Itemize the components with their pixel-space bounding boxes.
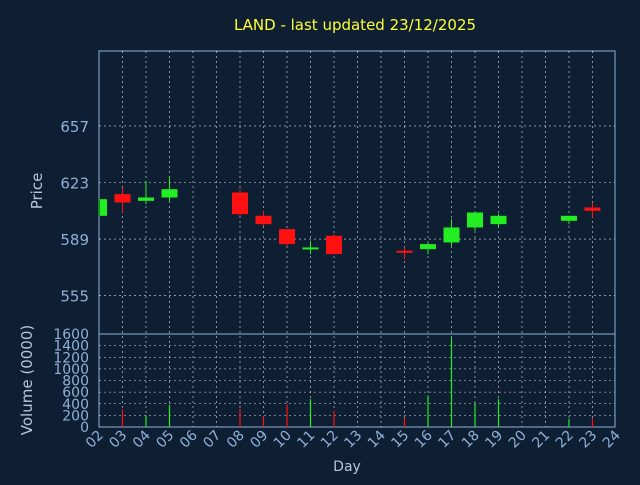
x-tick-label: 20 — [506, 428, 530, 452]
candles — [98, 175, 601, 260]
price-tick-label: 555 — [60, 288, 89, 306]
grid-lines — [99, 51, 615, 427]
price-axis-label: Price — [28, 173, 46, 210]
candle-body — [255, 215, 272, 225]
x-tick-label: 15 — [388, 428, 412, 452]
x-tick-label: 23 — [576, 428, 600, 452]
price-tick-label: 657 — [60, 118, 89, 136]
volume-tick-label: 1600 — [53, 327, 89, 343]
candle-16 — [420, 242, 436, 255]
candle-body — [302, 247, 319, 250]
x-tick-label: 08 — [224, 428, 248, 452]
x-tick-label: 14 — [365, 427, 389, 451]
candle-body — [561, 215, 577, 221]
x-tick-label: 19 — [482, 428, 506, 452]
candle-body — [114, 194, 131, 203]
x-tick-label: 12 — [318, 428, 342, 452]
candle-10 — [279, 229, 295, 246]
tick-labels: 6576235895550200400600800100012001400160… — [53, 118, 624, 452]
candle-body — [443, 227, 460, 243]
candle-11 — [302, 240, 319, 255]
candle-17 — [443, 219, 460, 246]
candle-22 — [561, 215, 577, 225]
candle-body — [100, 199, 107, 216]
candle-19 — [490, 214, 507, 228]
candle-body — [420, 244, 436, 250]
candle-body — [490, 215, 507, 225]
volume-bars — [121, 338, 594, 427]
candle-body — [279, 229, 295, 245]
volume-tick-label: 1400 — [53, 339, 89, 355]
volume-tick-label: 600 — [62, 385, 89, 401]
candle-23 — [584, 202, 601, 218]
candle-body — [396, 250, 413, 253]
x-tick-label: 21 — [529, 428, 553, 452]
candle-08 — [232, 189, 248, 216]
volume-axis-label: Volume (0000) — [18, 325, 36, 435]
candle-12 — [326, 234, 342, 255]
x-tick-label: 11 — [294, 428, 318, 452]
volume-tick-label: 1000 — [53, 362, 89, 378]
candle-05 — [161, 175, 178, 201]
x-tick-label: 13 — [341, 428, 365, 452]
volume-panel — [98, 333, 616, 428]
candle-04 — [138, 180, 154, 205]
volume-tick-label: 200 — [62, 408, 89, 424]
x-tick-label: 07 — [200, 428, 224, 452]
chart-title: LAND - last updated 23/12/2025 — [234, 16, 476, 34]
x-tick-label: 16 — [412, 427, 436, 451]
candle-18 — [467, 212, 483, 231]
candle-body — [161, 189, 178, 198]
candle-02 — [98, 199, 107, 216]
candle-body — [467, 212, 483, 228]
x-tick-label: 18 — [459, 428, 483, 452]
candle-03 — [114, 187, 131, 213]
x-tick-label: 05 — [153, 428, 177, 452]
x-tick-label: 06 — [177, 427, 201, 451]
price-tick-label: 623 — [60, 175, 89, 193]
candle-09 — [255, 210, 272, 226]
x-tick-label: 03 — [106, 428, 130, 452]
candle-body — [138, 197, 154, 201]
x-tick-label: 22 — [553, 428, 577, 452]
x-tick-label: 04 — [130, 427, 154, 451]
candle-body — [326, 235, 342, 255]
candle-body — [584, 207, 601, 211]
volume-tick-label: 800 — [62, 374, 89, 390]
volume-tick-label: 0 — [80, 420, 89, 436]
price-tick-label: 589 — [60, 231, 89, 249]
x-axis-label: Day — [333, 459, 361, 475]
volume-tick-label: 1200 — [53, 350, 89, 366]
x-tick-label: 24 — [600, 427, 624, 451]
x-tick-label: 09 — [247, 428, 271, 452]
volume-tick-label: 400 — [62, 397, 89, 413]
candle-15 — [396, 247, 413, 260]
candle-body — [232, 192, 248, 215]
x-tick-label: 17 — [435, 428, 459, 452]
x-tick-label: 10 — [271, 428, 295, 452]
